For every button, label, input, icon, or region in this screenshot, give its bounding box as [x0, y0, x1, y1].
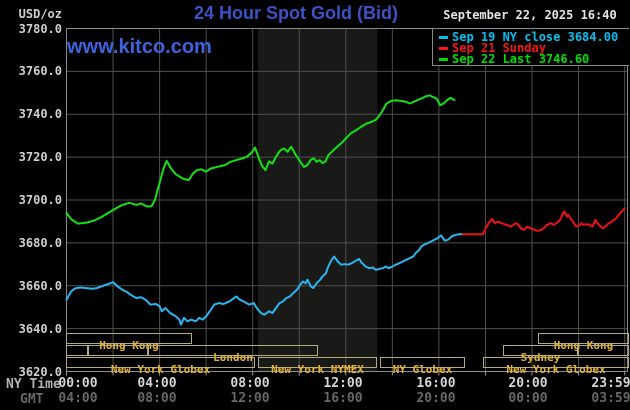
price-line-sep-21-sunday — [461, 207, 626, 236]
ny-time-tick-label: 16:00 — [416, 376, 456, 391]
chart-title: 24 Hour Spot Gold (Bid) — [194, 3, 398, 23]
session-box-ny-globex: NY Globex — [380, 357, 465, 375]
y-tick-label: 3780.0 — [18, 21, 62, 36]
y-tick-label: 3700.0 — [18, 193, 62, 207]
gmt-tick-label: 08:00 — [137, 391, 177, 406]
ny-time-tick-label: 12:00 — [323, 376, 363, 391]
ny-time-tick-label: 04:00 — [137, 376, 177, 391]
legend-dash-icon — [439, 36, 448, 39]
session-label: New York Globex — [110, 363, 211, 376]
session-box-new-york-globex: New York Globex — [483, 357, 629, 375]
y-tick-label: 3660.0 — [18, 278, 62, 293]
gmt-tick-label: 03:59 — [591, 391, 630, 406]
y-tick-label: 3640.0 — [18, 321, 62, 336]
legend-label: Sep 21 Sunday — [452, 41, 546, 55]
y-tick-label: 3740.0 — [18, 107, 62, 122]
gmt-tick-label: 16:00 — [323, 391, 363, 406]
legend-dash-icon — [439, 58, 448, 61]
kitco-watermark-link[interactable]: www.kitco.com — [67, 36, 212, 58]
session-label: New York NYMEX — [271, 363, 364, 376]
y-tick-label: 3620.0 — [18, 364, 62, 379]
price-line-sep-19-ny-close — [65, 233, 464, 326]
ny-time-axis-caption: NY Time — [6, 377, 61, 392]
ny-time-tick-label: 20:00 — [508, 376, 548, 391]
ny-time-tick-label: 23:59 — [591, 376, 630, 391]
y-axis-unit-label: USD/oz — [18, 7, 62, 21]
y-tick-label: 3760.0 — [18, 64, 62, 79]
legend-label: Sep 19 NY close 3684.00 — [452, 30, 619, 44]
gmt-axis-caption: GMT — [20, 392, 44, 407]
y-tick-label: 3720.0 — [18, 150, 62, 165]
legend-item: Sep 22 Last 3746.60 — [439, 53, 589, 65]
session-box-new-york-nymex: New York NYMEX — [258, 357, 377, 375]
legend-label: Sep 22 Last 3746.60 — [452, 52, 590, 66]
legend-item: Sep 21 Sunday — [439, 42, 546, 54]
chart-timestamp: September 22, 2025 16:40 — [443, 8, 617, 22]
plot-border — [66, 28, 628, 372]
legend-box: Sep 19 NY close 3684.00 Sep 21 Sunday Sep … — [432, 28, 629, 66]
session-box-sydney: Sydney — [503, 345, 578, 363]
gmt-tick-label: 12:00 — [230, 391, 270, 406]
session-box-hong-kong: Hong Kong — [538, 333, 629, 351]
gmt-tick-label: 20:00 — [416, 391, 456, 406]
legend-item: Sep 19 NY close 3684.00 — [439, 31, 618, 43]
session-box-empty — [88, 345, 148, 356]
ny-time-tick-label: 08:00 — [230, 376, 270, 391]
legend-dash-icon — [439, 47, 448, 50]
gmt-tick-label: 04:00 — [58, 391, 98, 406]
session-box-hong-kong: Hong Kong — [66, 333, 192, 351]
session-label: New York Globex — [506, 363, 606, 376]
session-box-empty — [578, 345, 629, 356]
session-box-empty — [66, 345, 88, 356]
price-line-sep-22-last — [65, 94, 456, 225]
ny-time-tick-label: 00:00 — [58, 376, 98, 391]
gmt-tick-label: 00:00 — [508, 391, 548, 406]
y-tick-label: 3680.0 — [18, 235, 62, 250]
session-label: NY Globex — [392, 363, 453, 376]
session-box-london: London — [148, 345, 318, 363]
session-box-new-york-globex: New York Globex — [66, 357, 255, 375]
